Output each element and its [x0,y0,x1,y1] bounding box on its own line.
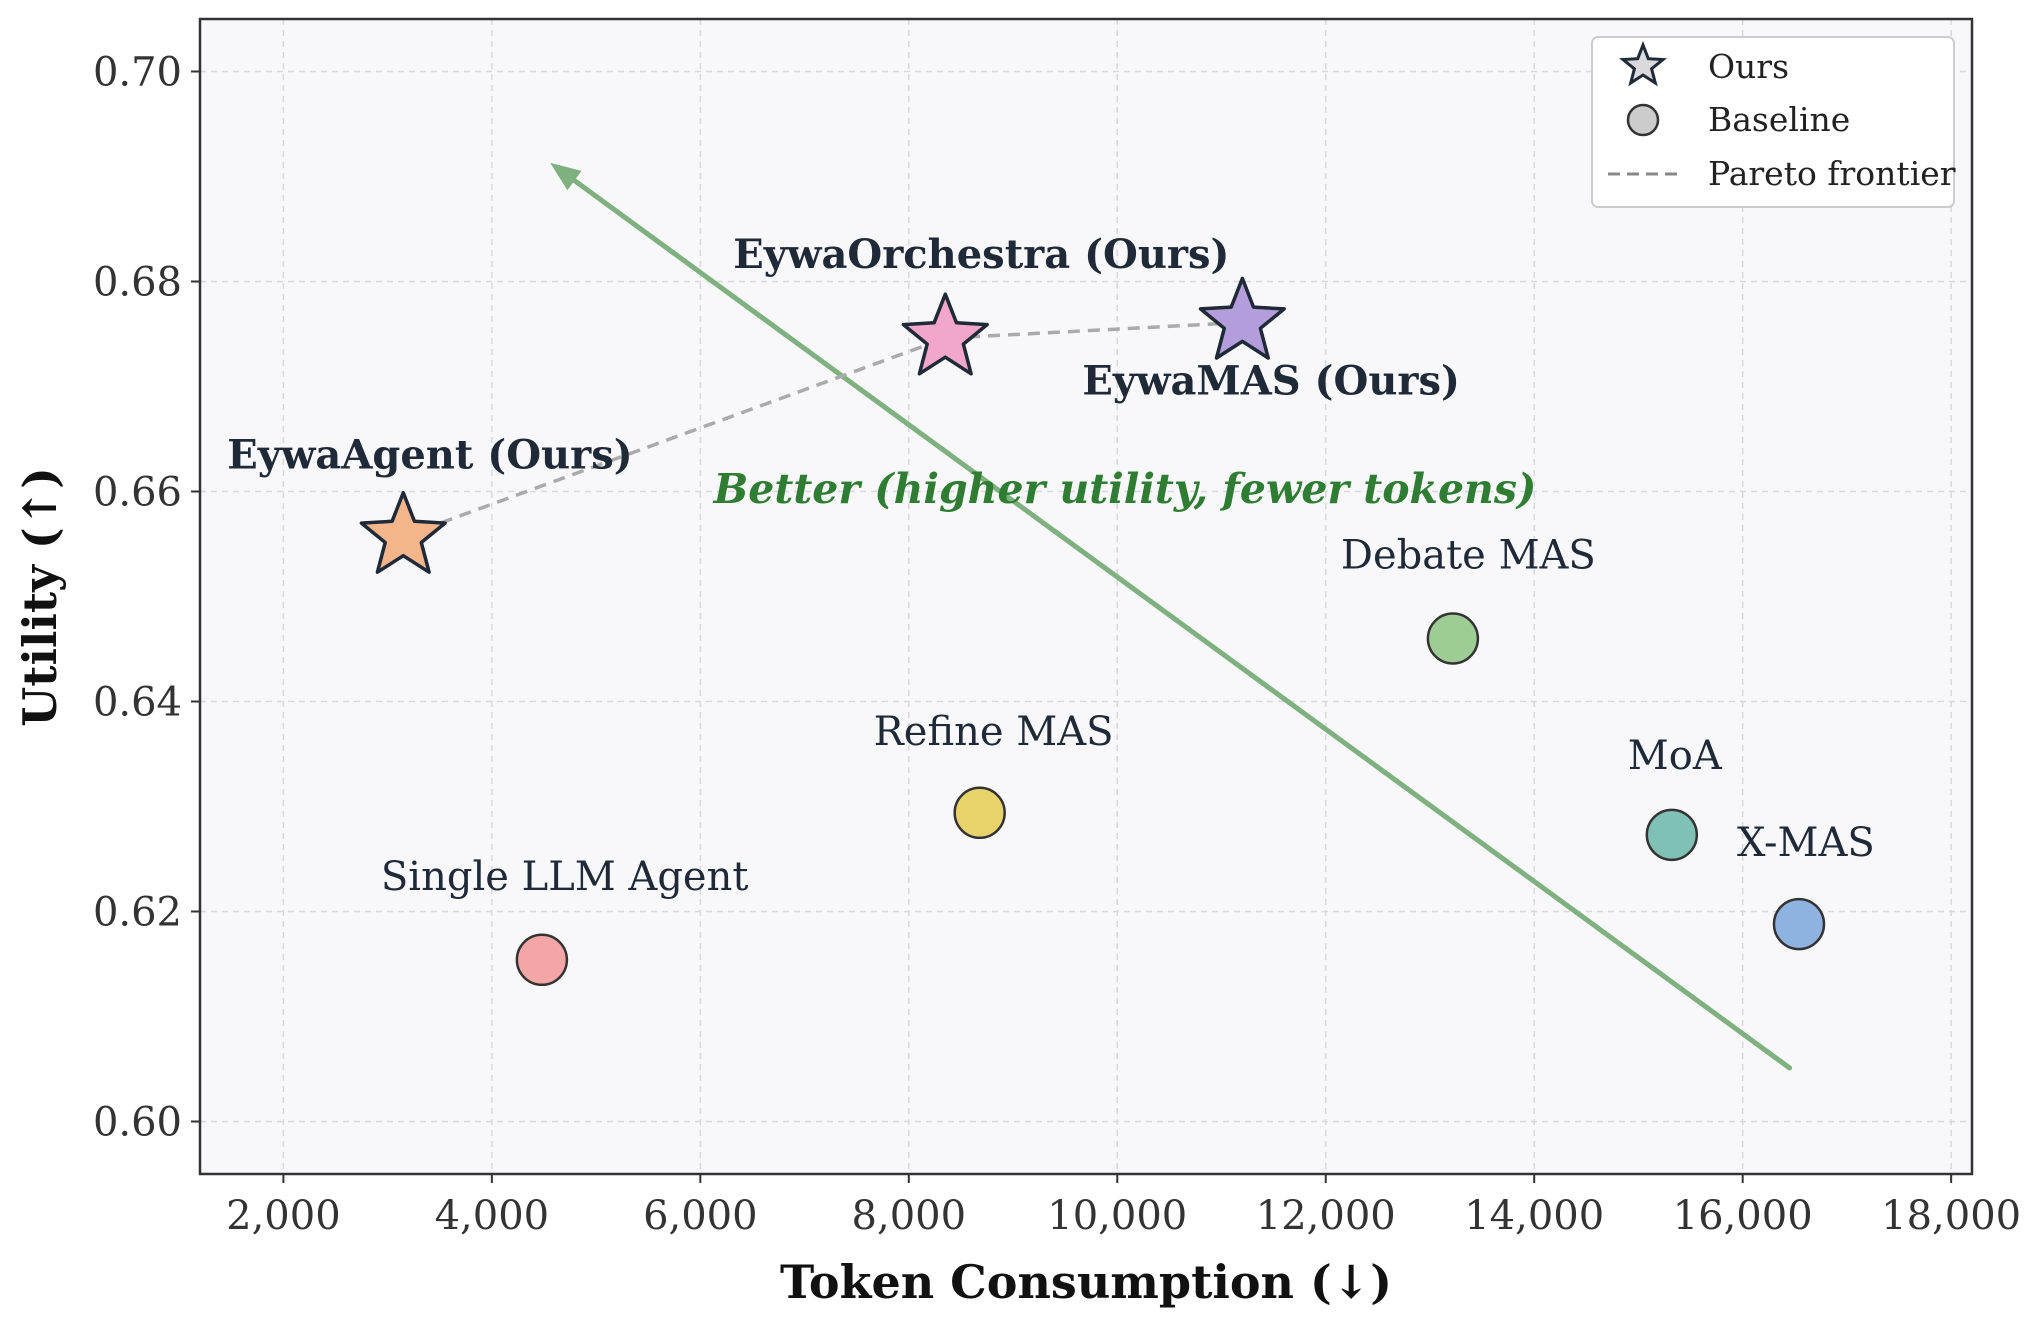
y-tick-label: 0.62 [93,890,182,936]
x-tick-label: 8,000 [852,1193,967,1239]
label-x-mas: X-MAS [1737,820,1875,866]
point-refine-mas [953,786,1006,840]
x-tick-label: 14,000 [1464,1193,1604,1239]
y-axis-ticks: 0.60 0.62 0.64 0.66 0.68 0.70 [93,50,200,1146]
point-eywaagent [359,490,447,574]
y-axis-title: Utility (↑) [13,467,67,727]
better-annotation: Better (higher utility, fewer tokens) [713,465,1537,513]
x-tick-label: 10,000 [1047,1193,1187,1239]
better-arrow-head [550,162,582,191]
grid-lines [200,19,1972,1174]
legend: Ours Baseline Pareto frontier [1591,36,1956,208]
legend-label-ours: Ours [1708,47,1789,86]
better-arrow [550,162,1793,1071]
y-tick-label: 0.70 [93,50,182,96]
plot-frame [198,17,1974,1176]
legend-star-icon [1619,40,1667,87]
label-refine-mas: Refine MAS [874,709,1114,755]
x-tick-label: 4,000 [435,1193,550,1239]
label-single-llm-agent: Single LLM Agent [381,854,749,900]
legend-circle-icon [1626,103,1660,137]
plot-background [200,19,1972,1174]
legend-label-pareto: Pareto frontier [1708,154,1956,193]
x-tick-label: 16,000 [1673,1193,1813,1239]
x-tick-label: 6,000 [643,1193,758,1239]
x-tick-label: 2,000 [226,1193,341,1239]
label-moa: MoA [1628,733,1723,779]
label-eywaagent: EywaAgent (Ours) [227,432,632,479]
point-labels: EywaAgent (Ours) EywaOrchestra (Ours) Eywa… [227,231,1875,900]
legend-label-baseline: Baseline [1708,100,1850,139]
y-tick-label: 0.64 [93,680,182,726]
x-tick-label: 12,000 [1256,1193,1396,1239]
x-axis-ticks: 2,000 4,000 6,000 8,000 10,000 12,000 14,000 16… [226,1174,2021,1239]
x-tick-label: 18,000 [1881,1193,2021,1239]
label-eywaorchestra: EywaOrchestra (Ours) [733,231,1229,278]
point-x-mas [1772,897,1826,951]
point-moa [1645,808,1699,862]
y-tick-label: 0.66 [93,470,182,516]
label-debate-mas: Debate MAS [1341,533,1596,579]
data-points [359,276,1826,987]
point-single-llm-agent [515,933,569,987]
x-axis-title: Token Consumption (↓) [780,1255,1392,1309]
label-eywamas: EywaMAS (Ours) [1082,357,1460,404]
point-eywamas [1198,276,1286,360]
y-tick-label: 0.60 [93,1100,182,1146]
better-arrow-shaft [571,178,1793,1071]
y-tick-label: 0.68 [93,260,182,306]
legend-box [1591,36,1955,208]
point-debate-mas [1426,612,1480,665]
point-eywaorchestra [901,292,989,376]
